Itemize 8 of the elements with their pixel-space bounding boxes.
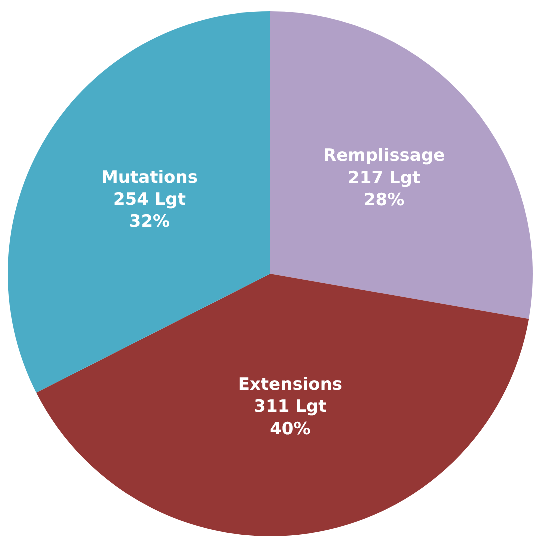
pie-slice <box>270 12 533 320</box>
data-label: 217 Lgt 28% <box>348 168 421 210</box>
slice-label: Extensions <box>238 375 343 396</box>
data-label: 311 Lgt 40% <box>254 397 327 440</box>
pie-slice <box>36 274 530 536</box>
slice-label: Remplissage <box>324 146 446 166</box>
slice-label: Mutations <box>101 168 198 188</box>
data-label: 254 Lgt 32% <box>113 190 186 232</box>
